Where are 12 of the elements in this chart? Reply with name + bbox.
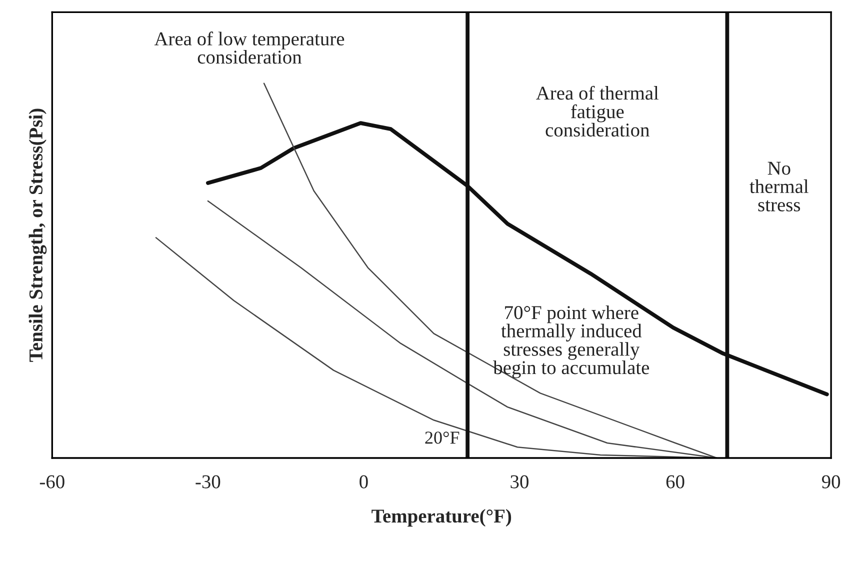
x-tick-label: 90 — [822, 475, 840, 488]
ref-line-label: 20°F — [425, 432, 460, 444]
x-tick-label: -60 — [40, 475, 64, 488]
x-axis-title: Temperature(°F) — [372, 508, 512, 527]
x-tick-label: 0 — [360, 475, 368, 488]
text: Area of low temperature consideration — [154, 32, 344, 64]
annotation: No thermal stress — [750, 162, 808, 212]
y-axis-title: Tensile Strength, or Stress(Psi) — [28, 108, 47, 362]
x-tick-label: 60 — [666, 475, 684, 488]
x-tick-label: 30 — [510, 475, 528, 488]
annotation: Area of thermal fatigue consideration — [536, 86, 659, 137]
x-tick-label: -30 — [196, 475, 220, 488]
